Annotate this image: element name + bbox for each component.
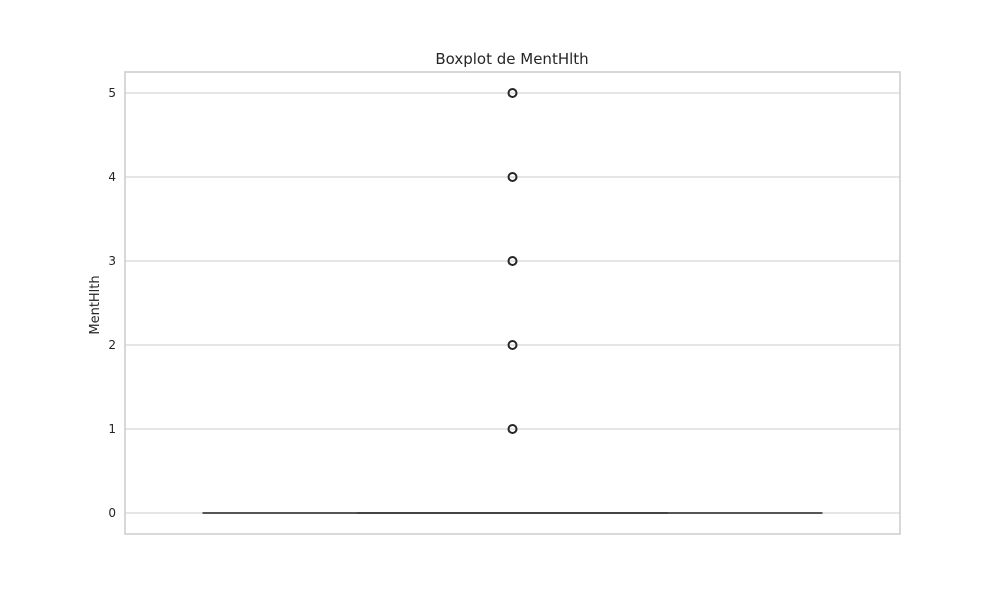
grid-lines bbox=[125, 92, 900, 514]
y-tick-label-1: 1 bbox=[108, 422, 116, 436]
plot-frame bbox=[124, 71, 901, 535]
outlier-point-1 bbox=[507, 424, 518, 434]
outlier-point-2 bbox=[507, 340, 518, 350]
y-tick-label-3: 3 bbox=[108, 254, 116, 268]
outlier-point-5 bbox=[507, 88, 518, 98]
outlier-point-3 bbox=[507, 256, 518, 266]
y-tick-label-4: 4 bbox=[108, 170, 116, 184]
y-tick-label-2: 2 bbox=[108, 338, 116, 352]
y-tick-label-0: 0 bbox=[108, 506, 116, 520]
outliers bbox=[507, 88, 518, 434]
outlier-point-4 bbox=[507, 172, 518, 182]
y-tick-labels: 0 1 2 3 4 5 bbox=[108, 86, 116, 520]
chart-title: Boxplot de MentHlth bbox=[435, 50, 588, 68]
y-tick-label-5: 5 bbox=[108, 86, 116, 100]
y-axis-label: MentHlth bbox=[88, 275, 103, 334]
